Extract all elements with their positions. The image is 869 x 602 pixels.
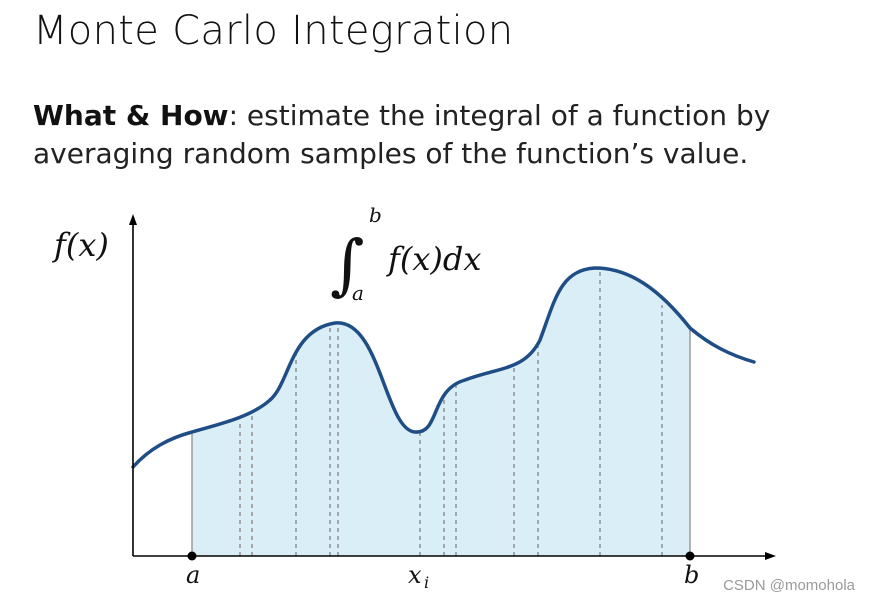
- integral-sign: ∫: [330, 226, 364, 303]
- point-a: [187, 551, 197, 561]
- description-bold: What & How: [33, 99, 229, 132]
- x-label-a: a: [186, 561, 200, 589]
- point-b: [685, 551, 695, 561]
- area-under-curve: [192, 268, 690, 556]
- x-label-b: b: [684, 561, 699, 589]
- page-title: Monte Carlo Integration: [33, 8, 514, 54]
- x-axis-arrow: [765, 552, 776, 560]
- x-label-xi: x: [408, 561, 422, 589]
- y-axis-label: f(x): [52, 226, 109, 264]
- integral-upper: b: [369, 203, 382, 227]
- watermark: CSDN @momohola: [723, 577, 855, 594]
- sample-lines: [239, 270, 663, 556]
- x-label-xi-subscript: i: [424, 573, 429, 592]
- function-curve: [131, 266, 756, 469]
- integral-lower: a: [352, 281, 364, 305]
- description-text: : estimate the integral of a function by…: [33, 99, 771, 170]
- integrand: f(x)dx: [386, 240, 481, 278]
- y-axis-arrow: [129, 214, 137, 225]
- description: What & How: estimate the integral of a f…: [33, 97, 813, 173]
